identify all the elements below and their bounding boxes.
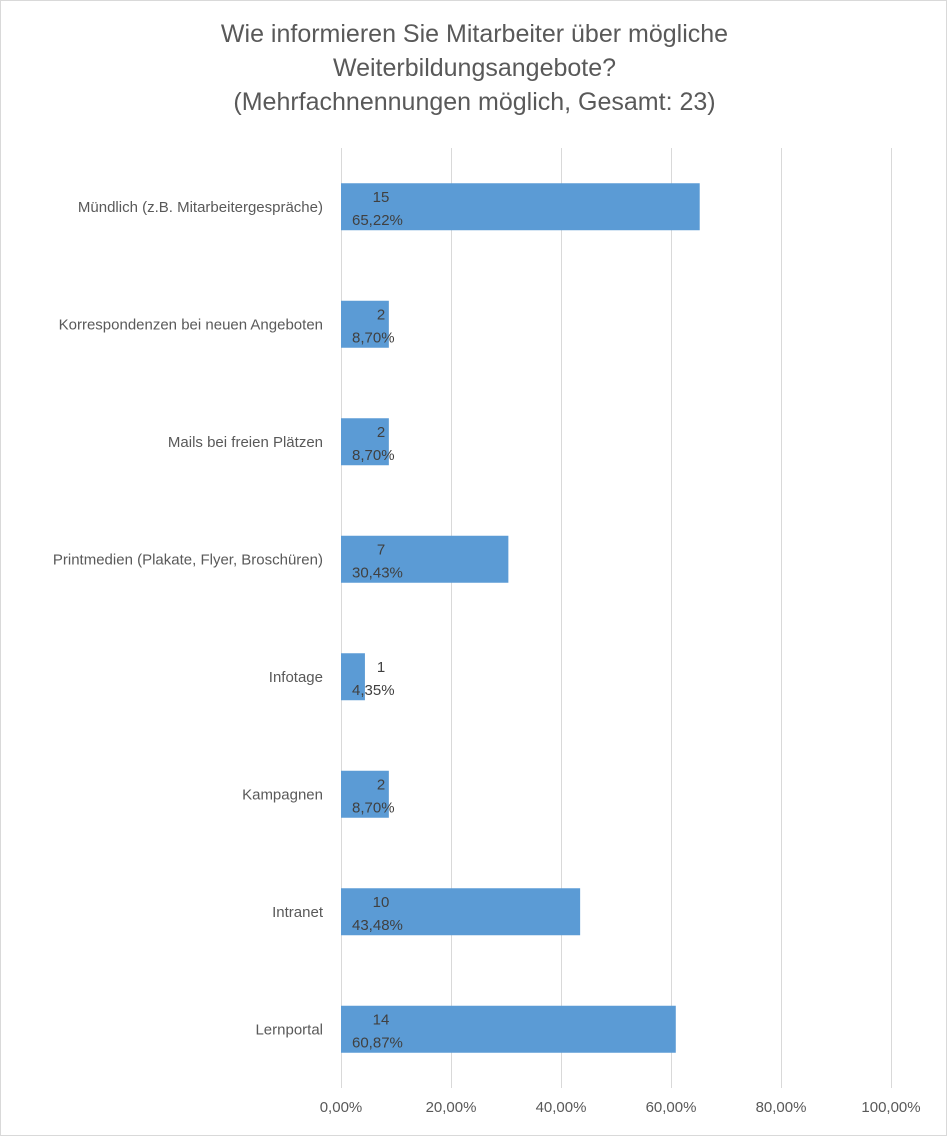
- data-label-percent-3: 30,43%: [352, 564, 403, 581]
- data-label-percent-1: 8,70%: [352, 329, 395, 346]
- category-label-4: Infotage: [269, 669, 323, 686]
- chart-title: Wie informieren Sie Mitarbeiter über mög…: [1, 17, 947, 119]
- data-label-percent-0: 65,22%: [352, 212, 403, 229]
- bar-7: [341, 1005, 676, 1053]
- category-label-0: Mündlich (z.B. Mitarbeitergespräche): [78, 199, 323, 216]
- bar-3: [341, 535, 509, 583]
- data-label-percent-5: 8,70%: [352, 799, 395, 816]
- data-label-count-3: 7: [377, 541, 385, 558]
- data-label-count-7: 14: [373, 1011, 390, 1028]
- chart-title-line-2: Weiterbildungsangebote?: [332, 54, 617, 82]
- data-label-percent-4: 4,35%: [352, 682, 395, 699]
- data-label-count-1: 2: [377, 306, 385, 323]
- data-label-count-0: 15: [373, 189, 390, 206]
- category-label-1: Korrespondenzen bei neuen Angeboten: [59, 316, 323, 333]
- category-label-6: Intranet: [272, 904, 324, 921]
- x-tick-label-1: 20,00%: [426, 1099, 477, 1116]
- data-label-percent-7: 60,87%: [352, 1034, 403, 1051]
- data-label-percent-2: 8,70%: [352, 447, 395, 464]
- bar-1: [341, 300, 389, 348]
- chart-title-line-1: Wie informieren Sie Mitarbeiter über mög…: [220, 20, 729, 48]
- x-tick-label-5: 100,00%: [861, 1099, 920, 1116]
- category-label-2: Mails bei freien Plätzen: [168, 434, 323, 451]
- category-label-3: Printmedien (Plakate, Flyer, Broschüren): [53, 551, 323, 568]
- data-label-count-5: 2: [377, 776, 385, 793]
- chart-title-line-3: (Mehrfachnennungen möglich, Gesamt: 23): [233, 88, 716, 116]
- x-tick-label-4: 80,00%: [756, 1099, 807, 1116]
- data-label-count-4: 1: [377, 659, 385, 676]
- x-tick-label-2: 40,00%: [536, 1099, 587, 1116]
- bar-6: [341, 888, 581, 936]
- bar-0: [341, 183, 700, 231]
- bar-5: [341, 770, 389, 818]
- x-tick-label-0: 0,00%: [320, 1099, 363, 1116]
- category-label-5: Kampagnen: [242, 786, 323, 803]
- data-label-count-6: 10: [373, 894, 390, 911]
- category-label-7: Lernportal: [255, 1021, 323, 1038]
- bar-2: [341, 418, 389, 466]
- data-label-count-2: 2: [377, 424, 385, 441]
- data-label-percent-6: 43,48%: [352, 917, 403, 934]
- bar-4: [341, 653, 365, 701]
- x-tick-label-3: 60,00%: [646, 1099, 697, 1116]
